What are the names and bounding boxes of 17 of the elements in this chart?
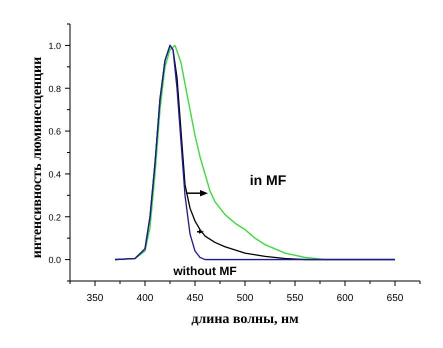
x-axis-title: длина волны, нм: [191, 312, 300, 327]
y-tick-label: 0.2: [48, 212, 61, 222]
x-tick-label: 450: [186, 293, 204, 304]
x-tick-label: 550: [286, 293, 304, 304]
x-tick-label: 600: [336, 293, 354, 304]
x-tick-label: 650: [386, 293, 404, 304]
y-tick-label: 1.0: [48, 40, 61, 51]
x-tick-label: 350: [86, 293, 104, 304]
y-tick-label: 0.8: [48, 84, 61, 94]
y-tick-label: 0.0: [48, 255, 61, 266]
x-tick-label: 500: [236, 293, 254, 304]
annotation: without MF: [172, 264, 237, 278]
y-tick-label: 0.6: [48, 126, 61, 137]
y-axis-title: интенсивность люминесценции: [30, 56, 45, 258]
x-tick-label: 400: [136, 293, 154, 304]
annotation: in MF: [250, 172, 287, 188]
y-tick-label: 0.4: [48, 169, 61, 180]
